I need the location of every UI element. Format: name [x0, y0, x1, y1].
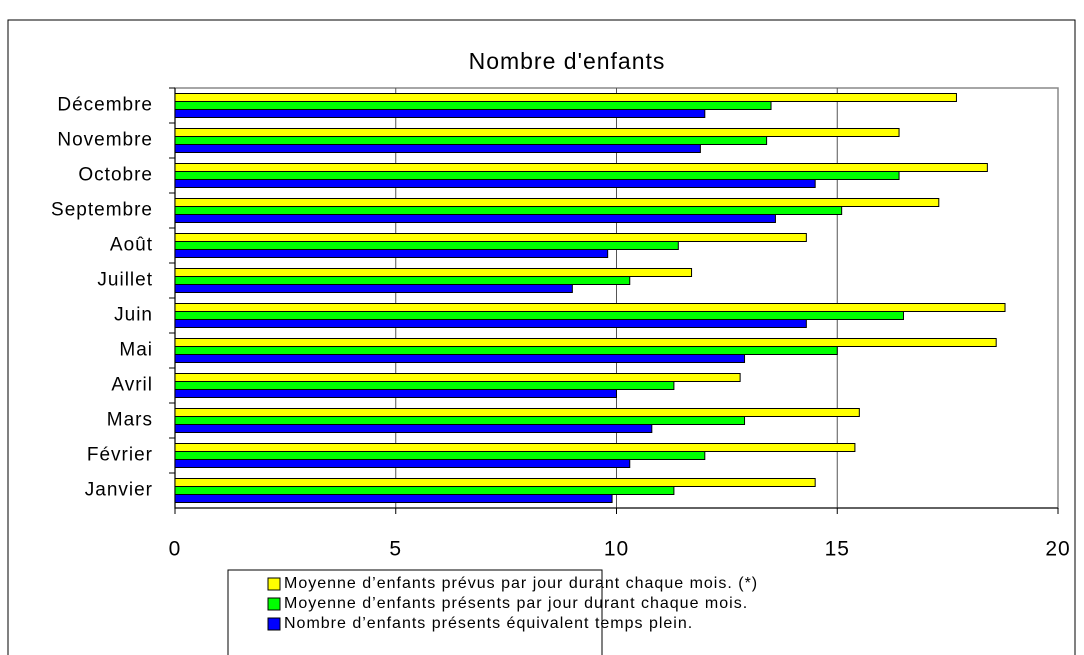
y-tick-label: Août [110, 235, 153, 256]
y-tick-label: Mars [107, 410, 153, 431]
bar [174, 268, 693, 277]
bar [174, 346, 838, 355]
bar [174, 241, 679, 250]
y-tick-label: Janvier [85, 480, 153, 501]
bar [174, 214, 776, 223]
bar [174, 408, 860, 417]
bar [174, 284, 573, 293]
y-tick-label: Novembre [57, 130, 153, 151]
bar [174, 179, 816, 188]
bar [174, 451, 706, 460]
bar [174, 144, 701, 153]
x-tick-label: 5 [389, 538, 402, 561]
bar [174, 486, 675, 495]
legend-swatch [267, 577, 281, 591]
y-tick-label: Février [87, 445, 153, 466]
legend-swatch [267, 597, 281, 611]
x-tick-label: 10 [604, 538, 629, 561]
bar [174, 163, 988, 172]
y-tick-label: Mai [119, 340, 153, 361]
bar [174, 109, 706, 118]
legend-label: Moyenne d’enfants prévus par jour durant… [284, 575, 758, 592]
bar [174, 93, 957, 102]
x-tick-label: 15 [825, 538, 850, 561]
y-tick-label: Juin [114, 305, 153, 326]
y-tick-label: Avril [111, 375, 153, 396]
bar [174, 416, 746, 425]
y-tick-label: Septembre [51, 200, 153, 221]
x-tick-label: 20 [1045, 538, 1070, 561]
bar [174, 233, 807, 242]
bar [174, 249, 609, 258]
y-tick-label: Juillet [97, 270, 153, 291]
legend-box [227, 569, 603, 655]
bar [174, 338, 997, 347]
bar [174, 311, 904, 320]
bar [174, 101, 772, 110]
bar [174, 424, 653, 433]
bar [174, 494, 613, 503]
y-tick-label: Décembre [57, 95, 153, 116]
bar [174, 206, 843, 215]
bar [174, 171, 900, 180]
bar [174, 459, 631, 468]
y-tick-label: Octobre [78, 165, 153, 186]
bar [174, 128, 900, 137]
legend-swatch [267, 617, 281, 631]
bar [174, 303, 1006, 312]
chart-title: Nombre d'enfants [469, 48, 666, 74]
legend-label: Nombre d’enfants présents équivalent tem… [284, 615, 693, 632]
bar [174, 354, 746, 363]
bar [174, 276, 631, 285]
bar [174, 478, 816, 487]
bar [174, 373, 741, 382]
bar [174, 136, 768, 145]
bar [174, 443, 856, 452]
bar [174, 319, 807, 328]
bar [174, 389, 617, 398]
bar [174, 198, 940, 207]
bar [174, 381, 675, 390]
x-tick-label: 0 [169, 538, 182, 561]
legend-label: Moyenne d’enfants présents par jour dura… [284, 595, 748, 612]
